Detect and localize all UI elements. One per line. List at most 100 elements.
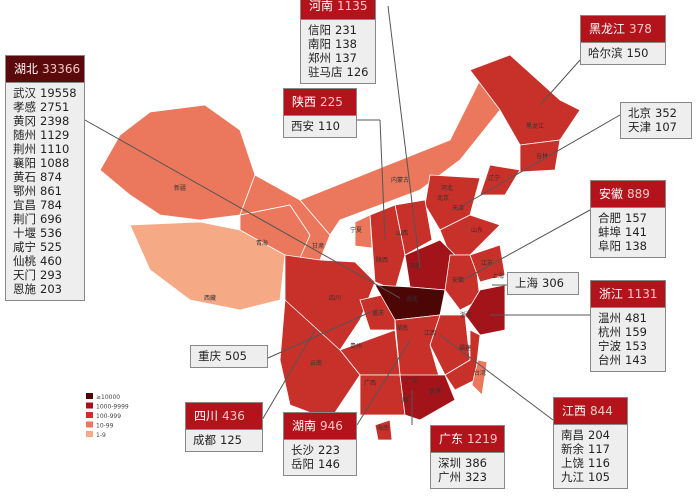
city-name: 仙桃 xyxy=(13,254,36,268)
city-row: 深圳 386 xyxy=(438,456,498,470)
province-total: 1219 xyxy=(467,432,498,446)
city-name: 十堰 xyxy=(13,226,36,240)
city-name: 成都 xyxy=(193,433,216,447)
city-row: 新余 117 xyxy=(561,442,621,456)
callout: 上海 306 xyxy=(507,272,579,295)
city-row: 南昌 204 xyxy=(561,428,621,442)
city-value: 19558 xyxy=(40,86,77,100)
map-label: 海南 xyxy=(377,424,389,432)
callout: 重庆 505 xyxy=(190,345,268,368)
province-name: 河南 xyxy=(309,0,334,13)
callout: 安徽 889 合肥 157 蚌埠 141 阜阳 138 xyxy=(590,180,666,258)
city-value: 150 xyxy=(626,46,649,60)
city-name: 温州 xyxy=(598,311,621,325)
city-row: 襄阳 1088 xyxy=(13,156,78,170)
city-value: 386 xyxy=(465,456,487,470)
leader-line xyxy=(261,329,316,421)
province xyxy=(369,204,406,291)
city-name: 岳阳 xyxy=(291,457,314,471)
leader-line xyxy=(387,5,421,269)
city-row: 仙桃 460 xyxy=(13,254,78,268)
city-name: 上海 xyxy=(515,276,538,290)
city-name: 天门 xyxy=(13,268,36,282)
city-row: 温州 481 xyxy=(598,311,659,325)
callout: 浙江 1131 温州 481 杭州 159 宁波 153 台州 143 xyxy=(590,280,666,372)
legend-swatch xyxy=(86,421,93,428)
city-list: 西安 110 xyxy=(283,115,357,138)
city-name: 台州 xyxy=(598,353,621,367)
city-name: 黄石 xyxy=(13,170,36,184)
city-row: 驻马店 126 xyxy=(308,65,369,79)
legend-swatch xyxy=(86,412,93,418)
province-name: 江西 xyxy=(562,404,587,418)
city-value: 203 xyxy=(40,282,62,296)
city-row: 天津 107 xyxy=(628,120,685,134)
city-name: 宁波 xyxy=(598,339,621,353)
city-list: 武汉 19558 孝感 2751 黄冈 2398 随州 1129 荆州 1110 襄阳 1088 黄石 8… xyxy=(5,82,85,301)
city-value: 138 xyxy=(335,37,357,51)
city-name: 新余 xyxy=(561,442,584,456)
map-label: 吉林 xyxy=(536,152,548,160)
city-list: 哈尔滨 150 xyxy=(580,42,666,65)
city-name: 长沙 xyxy=(291,443,314,457)
leader-line xyxy=(439,334,554,421)
city-value: 784 xyxy=(40,198,62,212)
city-value: 323 xyxy=(465,470,487,484)
city-row: 荆门 696 xyxy=(13,212,78,226)
city-value: 874 xyxy=(40,170,62,184)
map-label: 重庆 xyxy=(372,309,384,317)
city-row: 广州 323 xyxy=(438,470,498,484)
city-row: 北京 352 xyxy=(628,106,685,120)
city-row: 十堰 536 xyxy=(13,226,78,240)
province-name: 湖南 xyxy=(292,419,317,433)
city-row: 杭州 159 xyxy=(598,325,659,339)
city-name: 随州 xyxy=(13,128,36,142)
city-value: 861 xyxy=(40,184,62,198)
legend-label: 100-999 xyxy=(96,413,121,420)
city-name: 武汉 xyxy=(13,86,36,100)
city-row: 哈尔滨 150 xyxy=(588,46,659,60)
map-label: 浙江 xyxy=(460,311,472,319)
city-row: 合肥 157 xyxy=(598,211,659,225)
city-name: 恩施 xyxy=(13,282,36,296)
city-name: 北京 xyxy=(628,106,651,120)
map-label: 山西 xyxy=(396,229,408,237)
province xyxy=(444,329,481,391)
leader-line xyxy=(539,59,581,106)
callout-header: 安徽 889 xyxy=(590,180,666,207)
city-name: 襄阳 xyxy=(13,156,36,170)
city-list: 信阳 231 南阳 138 郑州 137 驻马店 126 xyxy=(300,19,376,84)
callout-header: 河南 1135 xyxy=(300,0,376,19)
city-value: 231 xyxy=(335,23,357,37)
map-label: 辽宁 xyxy=(488,174,500,182)
province-name: 广东 xyxy=(439,432,464,446)
province-name: 浙江 xyxy=(599,287,624,301)
map-label: 山东 xyxy=(471,226,483,234)
city-value: 1088 xyxy=(40,156,70,170)
city-value: 157 xyxy=(625,211,647,225)
province-total: 1135 xyxy=(337,0,368,13)
city-name: 九江 xyxy=(561,470,584,484)
city-value: 105 xyxy=(588,470,610,484)
city-row: 蚌埠 141 xyxy=(598,225,659,239)
city-list: 长沙 223 岳阳 146 xyxy=(283,439,357,476)
city-value: 223 xyxy=(318,443,340,457)
city-name: 南昌 xyxy=(561,428,584,442)
city-value: 141 xyxy=(625,225,647,239)
city-row: 鄂州 861 xyxy=(13,184,78,198)
map-label: 福建 xyxy=(459,344,471,352)
city-name: 宜昌 xyxy=(13,198,36,212)
leader-line xyxy=(462,209,591,281)
city-name: 深圳 xyxy=(438,456,461,470)
city-value: 306 xyxy=(542,276,564,290)
legend-swatch xyxy=(86,393,93,399)
callout: 湖北 33366 武汉 19558 孝感 2751 黄冈 2398 随州 1129 荆州 1110 襄阳… xyxy=(5,55,85,301)
city-value: 536 xyxy=(40,226,62,240)
map-label: 澳门 xyxy=(401,396,413,404)
city-value: 143 xyxy=(625,353,647,367)
city-row: 黄冈 2398 xyxy=(13,114,78,128)
city-value: 204 xyxy=(588,428,610,442)
leader-line xyxy=(84,119,401,299)
